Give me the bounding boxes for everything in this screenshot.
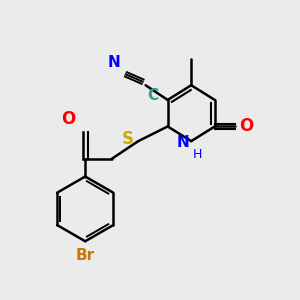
Text: O: O (239, 117, 254, 135)
Text: N: N (177, 135, 190, 150)
Text: C: C (147, 88, 158, 103)
Text: O: O (61, 110, 75, 128)
Text: S: S (122, 130, 134, 148)
Text: N: N (107, 55, 120, 70)
Text: Br: Br (76, 248, 95, 263)
Text: H: H (193, 148, 202, 160)
